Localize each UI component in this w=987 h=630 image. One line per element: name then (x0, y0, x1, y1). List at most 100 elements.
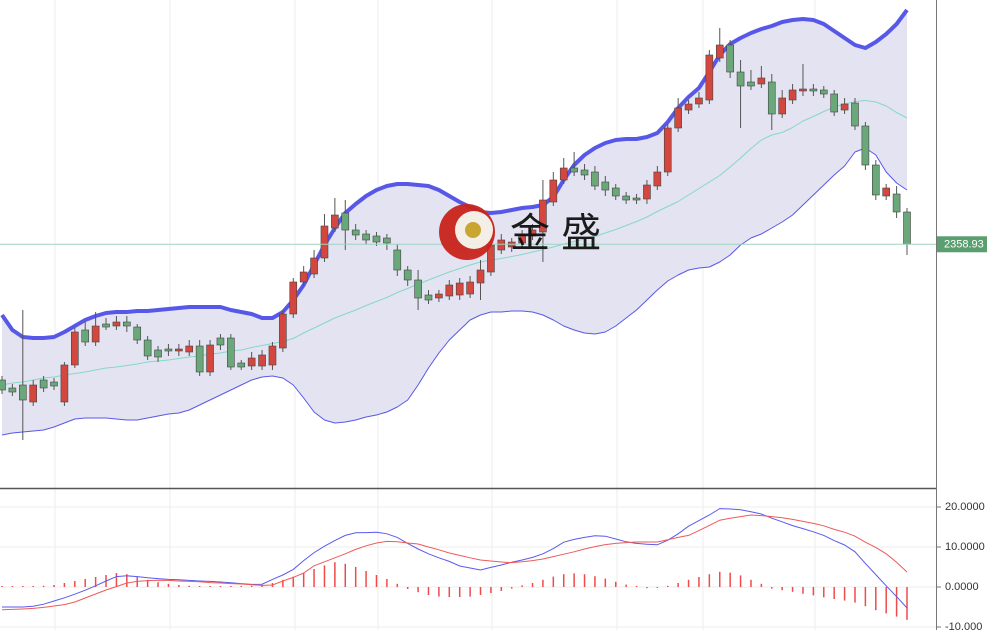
candle-body (767, 81, 776, 115)
histogram-bar (448, 587, 451, 597)
candle-body (445, 284, 454, 297)
histogram-bar (354, 567, 357, 587)
histogram-bar (500, 587, 503, 591)
logo (465, 222, 481, 238)
histogram-bar (126, 574, 128, 587)
histogram-bar (198, 586, 201, 587)
histogram-bar (292, 576, 295, 587)
histogram-bar (895, 587, 898, 617)
histogram-bar (771, 587, 773, 589)
candle-body (341, 212, 350, 231)
histogram-bar (1, 586, 3, 587)
candle-body (653, 171, 662, 187)
candle-body (289, 281, 298, 315)
histogram-bar (313, 569, 315, 587)
candle-body (528, 229, 537, 237)
candle-body (903, 211, 911, 245)
candle-body (799, 88, 807, 92)
middle-band (1, 100, 908, 386)
candle-body (362, 233, 370, 241)
histogram-bar (344, 563, 347, 587)
histogram-bar (323, 565, 326, 587)
candle-body (91, 325, 100, 343)
histogram-bar (802, 587, 804, 594)
histogram-bar (562, 574, 565, 587)
histogram-bar (739, 575, 742, 587)
histogram-bar (552, 576, 555, 587)
histogram-bar (386, 579, 388, 587)
histogram-bar (656, 587, 659, 588)
upper-band (0, 8, 909, 340)
candle-body (227, 337, 235, 368)
histogram-bar (209, 586, 211, 587)
histogram-bar (417, 587, 419, 593)
candle-body (133, 326, 142, 341)
candle-body (861, 125, 870, 166)
histogram-bar (729, 572, 731, 587)
histogram-bar (719, 571, 721, 587)
candle-body (435, 293, 443, 299)
candle-body (788, 89, 797, 101)
last-price-label: 2358.93 (944, 239, 984, 251)
histogram-bar (479, 587, 482, 595)
candle-body (632, 197, 641, 201)
histogram-bar (427, 587, 430, 595)
candle-body (549, 179, 558, 203)
candle-body (258, 354, 266, 367)
candle-body (8, 387, 17, 393)
histogram-bar (614, 581, 617, 587)
candle-body (195, 345, 204, 373)
candle-body (331, 214, 339, 229)
candle-body (663, 127, 672, 173)
watermark: 金 盛 (439, 204, 601, 260)
candle-body (60, 364, 69, 403)
histogram-bar (687, 579, 690, 587)
candle-body (518, 234, 526, 244)
candle-body (736, 71, 745, 87)
candle-body (757, 77, 766, 85)
histogram-bar (791, 587, 794, 592)
candle-body (247, 357, 256, 367)
histogram-bar (230, 586, 232, 587)
candle-body (268, 345, 277, 366)
candle-body (778, 97, 786, 115)
histogram-bar (490, 587, 492, 593)
candle-body (809, 88, 818, 92)
histogram-bar (843, 587, 846, 601)
candle-body (611, 187, 620, 197)
candle-body (871, 164, 880, 196)
y-tick-label: 20.0000 (945, 501, 985, 513)
histogram-bar (781, 587, 783, 591)
candle-body (403, 269, 412, 281)
histogram-bar (573, 573, 575, 587)
histogram-bar (531, 583, 534, 587)
candle-body (559, 167, 568, 181)
candle-body (476, 269, 485, 284)
histogram-bar (750, 579, 752, 587)
histogram-bar (365, 571, 367, 587)
histogram-bar (136, 577, 138, 587)
candle-body (674, 107, 682, 129)
histogram-bar (708, 574, 711, 587)
candle-body (351, 229, 360, 236)
candle-body (591, 171, 599, 187)
candle-body (705, 54, 714, 101)
histogram-bar (240, 586, 243, 587)
histogram-bar (438, 587, 440, 597)
candle-body (383, 237, 391, 244)
y-tick-label: -10.000 (945, 621, 982, 630)
histogram-bar (250, 585, 253, 587)
candle-body (112, 321, 121, 327)
candle-body (19, 384, 27, 401)
histogram-bar (646, 587, 648, 589)
candle-body (39, 379, 48, 389)
candle-body (206, 344, 214, 373)
histogram-bar (22, 586, 24, 587)
candle-body (393, 249, 402, 271)
histogram-bar (178, 585, 180, 587)
macd-panel (0, 506, 936, 628)
candle-body (216, 337, 225, 346)
candle-body (684, 103, 693, 111)
histogram-bar (458, 587, 461, 597)
